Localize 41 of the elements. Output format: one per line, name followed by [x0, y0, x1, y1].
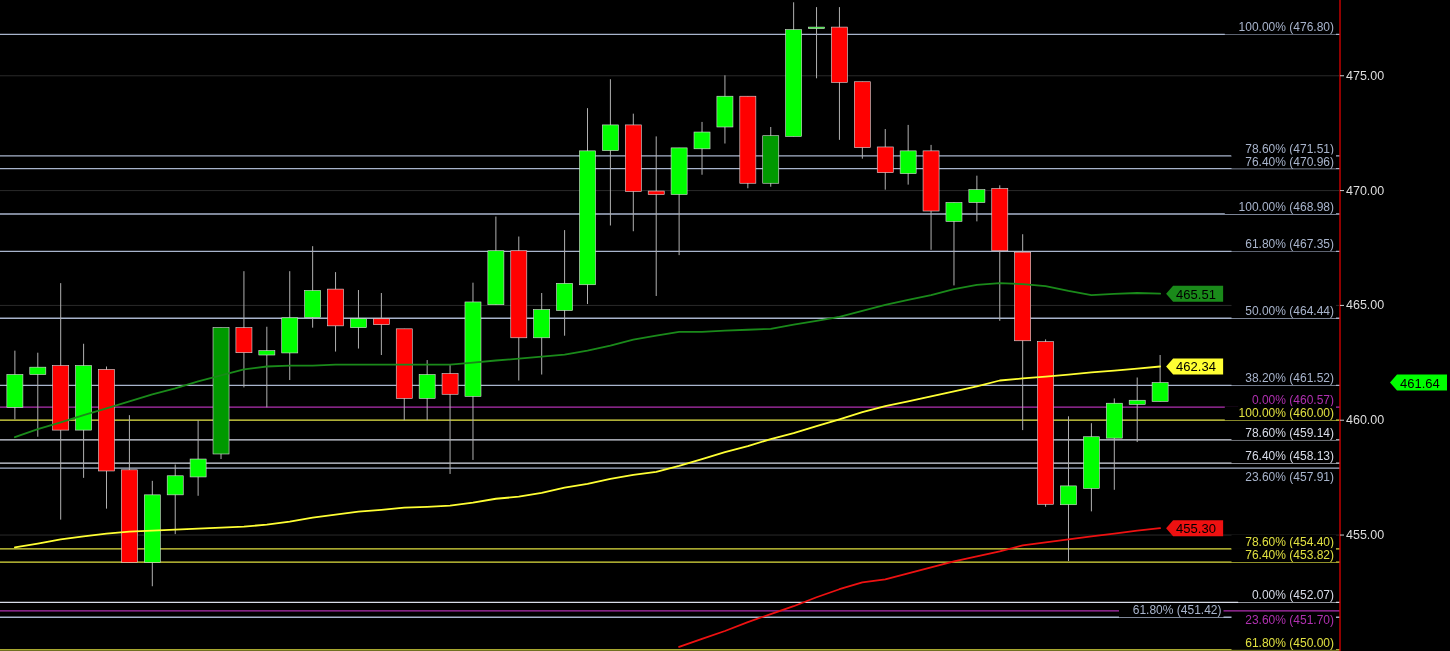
candlestick	[418, 359, 436, 421]
ref-line-label: 61.80% (451.42)	[1132, 603, 1222, 618]
ref-line-label: 38.20% (461.52)	[1245, 371, 1334, 386]
ref-line-label: 78.60% (459.14)	[1245, 425, 1334, 440]
line-series	[13, 282, 1162, 439]
ref-line-label: 0.00% (460.57)	[1251, 393, 1334, 408]
text: 461.64	[1400, 375, 1440, 391]
candlestick	[945, 202, 963, 286]
y-tick-label: 455.00	[1346, 528, 1385, 543]
candlestick	[647, 135, 665, 297]
ref-line-label: 61.80% (450.00)	[1245, 635, 1334, 650]
ref-line-label: 78.60% (454.40)	[1245, 534, 1334, 549]
ref-line-label: 76.40% (458.13)	[1245, 449, 1334, 464]
data-label: 455.30	[1176, 521, 1216, 537]
line-series	[13, 365, 1162, 549]
candlestick	[29, 352, 47, 438]
candlestick	[693, 121, 711, 176]
candlestick	[968, 175, 986, 222]
ref-line-label: 23.60% (451.70)	[1245, 612, 1334, 627]
y-tick-label: 470.00	[1346, 183, 1385, 198]
ref-line-label: 78.60% (471.51)	[1245, 141, 1334, 156]
candlestick	[1151, 354, 1169, 402]
ref-line-label: 23.60% (457.91)	[1245, 470, 1334, 485]
ref-line-label: 76.40% (470.96)	[1245, 154, 1334, 169]
ref-line-label: 100.00% (468.98)	[1238, 200, 1334, 215]
ref-line-label: 61.80% (467.35)	[1245, 237, 1334, 252]
candlestick	[373, 292, 390, 356]
data-label: 462.34	[1176, 359, 1216, 375]
candlestick	[258, 326, 276, 408]
ref-line-label: 50.00% (464.44)	[1245, 304, 1334, 319]
ref-line-label: 0.00% (452.07)	[1251, 588, 1334, 603]
candlestick	[899, 124, 917, 186]
ref-line-label: 76.40% (453.82)	[1245, 548, 1334, 563]
candlestick	[808, 6, 825, 79]
y-tick-label: 465.00	[1346, 298, 1385, 313]
y-tick-label: 460.00	[1346, 413, 1385, 428]
candlestick	[350, 289, 367, 350]
y-tick-label: 475.00	[1346, 68, 1385, 83]
ref-line-label: 100.00% (476.80)	[1238, 20, 1334, 35]
ref-line-label: 100.00% (460.00)	[1238, 406, 1334, 421]
data-label: 465.51	[1176, 286, 1216, 302]
